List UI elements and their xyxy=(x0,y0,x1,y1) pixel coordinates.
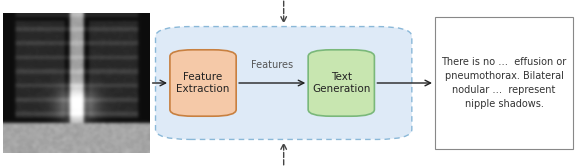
FancyBboxPatch shape xyxy=(170,50,236,116)
Text: Feature
Extraction: Feature Extraction xyxy=(176,72,230,94)
FancyBboxPatch shape xyxy=(308,50,374,116)
Text: There is no …  effusion or
pneumothorax. Bilateral
nodular …  represent
nipple s: There is no … effusion or pneumothorax. … xyxy=(441,57,567,109)
Text: Text
Generation: Text Generation xyxy=(312,72,370,94)
Text: Features: Features xyxy=(251,60,293,70)
FancyBboxPatch shape xyxy=(156,27,412,139)
FancyBboxPatch shape xyxy=(435,17,573,149)
